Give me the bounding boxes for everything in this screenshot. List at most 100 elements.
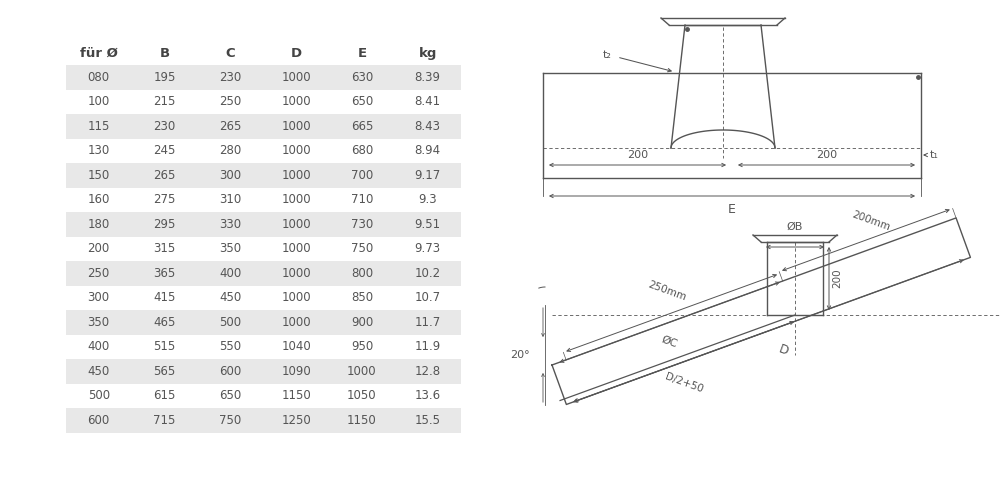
- Text: 1000: 1000: [281, 95, 311, 108]
- Text: 1000: 1000: [281, 193, 311, 206]
- Text: 710: 710: [351, 193, 373, 206]
- Text: 1000: 1000: [281, 242, 311, 256]
- Text: 9.17: 9.17: [415, 169, 441, 181]
- Text: 515: 515: [153, 340, 176, 353]
- FancyBboxPatch shape: [66, 163, 461, 188]
- Text: 800: 800: [351, 267, 373, 280]
- Text: D/2+50: D/2+50: [664, 372, 704, 394]
- Text: 700: 700: [351, 169, 373, 181]
- Text: 130: 130: [88, 144, 110, 158]
- Text: 275: 275: [153, 193, 176, 206]
- FancyBboxPatch shape: [66, 65, 461, 90]
- Text: 265: 265: [153, 169, 176, 181]
- Text: 600: 600: [88, 414, 110, 427]
- Text: 350: 350: [219, 242, 241, 256]
- Text: 415: 415: [153, 291, 176, 304]
- Text: 1250: 1250: [281, 414, 311, 427]
- Text: kg: kg: [419, 47, 437, 60]
- Text: ØC: ØC: [660, 334, 679, 349]
- Text: 665: 665: [351, 120, 373, 132]
- Text: 11.7: 11.7: [415, 316, 441, 329]
- Text: 250: 250: [88, 267, 110, 280]
- Text: 200: 200: [88, 242, 110, 256]
- FancyBboxPatch shape: [66, 408, 461, 432]
- Text: 9.73: 9.73: [415, 242, 441, 256]
- FancyBboxPatch shape: [66, 359, 461, 384]
- Text: 900: 900: [351, 316, 373, 329]
- FancyBboxPatch shape: [66, 310, 461, 334]
- Text: 565: 565: [153, 365, 176, 378]
- Text: 550: 550: [219, 340, 241, 353]
- Text: 10.2: 10.2: [415, 267, 441, 280]
- Text: 8.41: 8.41: [415, 95, 441, 108]
- Text: 215: 215: [153, 95, 176, 108]
- Text: 12.8: 12.8: [415, 365, 441, 378]
- Text: D: D: [777, 343, 790, 358]
- Text: 11.9: 11.9: [415, 340, 441, 353]
- Text: 200: 200: [816, 150, 837, 160]
- Text: t₁: t₁: [930, 150, 939, 160]
- Text: für Ø: für Ø: [80, 47, 118, 60]
- Text: 500: 500: [88, 389, 110, 402]
- Text: 1000: 1000: [281, 218, 311, 231]
- Text: 13.6: 13.6: [415, 389, 441, 402]
- Text: 1000: 1000: [281, 120, 311, 132]
- Text: 8.39: 8.39: [415, 71, 441, 84]
- Text: B: B: [159, 47, 170, 60]
- Text: 15.5: 15.5: [415, 414, 441, 427]
- Text: 310: 310: [219, 193, 241, 206]
- Text: 9.51: 9.51: [415, 218, 441, 231]
- Text: 1150: 1150: [281, 389, 311, 402]
- Text: E: E: [357, 47, 366, 60]
- Text: 200mm: 200mm: [850, 209, 891, 232]
- Text: 450: 450: [219, 291, 241, 304]
- Text: 230: 230: [153, 120, 176, 132]
- Text: 195: 195: [153, 71, 176, 84]
- Text: 265: 265: [219, 120, 241, 132]
- Text: 9.3: 9.3: [418, 193, 437, 206]
- Text: 080: 080: [88, 71, 110, 84]
- Text: 950: 950: [351, 340, 373, 353]
- Text: 450: 450: [88, 365, 110, 378]
- Text: 750: 750: [219, 414, 241, 427]
- Text: ØB: ØB: [787, 222, 803, 232]
- Text: 1050: 1050: [347, 389, 377, 402]
- Text: D: D: [291, 47, 302, 60]
- FancyBboxPatch shape: [66, 114, 461, 138]
- Text: 200: 200: [832, 268, 842, 288]
- Text: 650: 650: [351, 95, 373, 108]
- Text: 400: 400: [219, 267, 241, 280]
- Text: 680: 680: [351, 144, 373, 158]
- Text: 630: 630: [351, 71, 373, 84]
- Text: 1040: 1040: [281, 340, 311, 353]
- Text: 100: 100: [88, 95, 110, 108]
- Text: 615: 615: [153, 389, 176, 402]
- Text: 300: 300: [88, 291, 110, 304]
- Text: 250mm: 250mm: [646, 280, 687, 303]
- Text: 20°: 20°: [510, 350, 530, 360]
- Text: 1090: 1090: [281, 365, 311, 378]
- Text: 1000: 1000: [347, 365, 377, 378]
- Text: 730: 730: [351, 218, 373, 231]
- Text: 1000: 1000: [281, 144, 311, 158]
- Text: E: E: [728, 203, 736, 216]
- Text: 1150: 1150: [347, 414, 377, 427]
- Text: 400: 400: [88, 340, 110, 353]
- Text: C: C: [225, 47, 235, 60]
- Text: 365: 365: [153, 267, 176, 280]
- Text: 8.43: 8.43: [415, 120, 441, 132]
- Text: 10.7: 10.7: [415, 291, 441, 304]
- Text: 330: 330: [219, 218, 241, 231]
- Text: 500: 500: [219, 316, 241, 329]
- Text: 850: 850: [351, 291, 373, 304]
- Text: 350: 350: [88, 316, 110, 329]
- Text: 8.94: 8.94: [415, 144, 441, 158]
- Text: 315: 315: [153, 242, 176, 256]
- FancyBboxPatch shape: [66, 261, 461, 285]
- Text: 160: 160: [88, 193, 110, 206]
- Text: 465: 465: [153, 316, 176, 329]
- Text: t₂: t₂: [603, 50, 612, 60]
- Text: 180: 180: [88, 218, 110, 231]
- Text: 300: 300: [219, 169, 241, 181]
- Text: 1000: 1000: [281, 316, 311, 329]
